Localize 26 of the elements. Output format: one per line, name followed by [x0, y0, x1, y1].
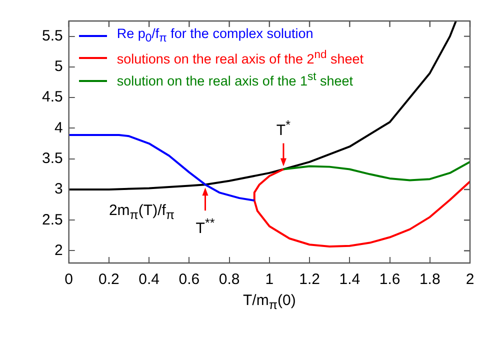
y-tick-label: 2.5	[42, 211, 63, 228]
legend-label: solution on the real axis of the 1$^{st}$ sheet	[116, 71, 354, 90]
y-tick-label: 5.5	[42, 27, 63, 44]
legend-label: solutions on the real axis of the 2$^{nd}$ sheet	[116, 49, 364, 68]
y-tick-label: 2	[54, 242, 63, 259]
x-axis-title: T/m$_{π}$(0)	[243, 292, 296, 312]
y-tick-label: 3	[54, 180, 63, 198]
x-tick-label: 1.2	[299, 271, 320, 288]
x-tick-label: 1.8	[419, 271, 440, 288]
x-tick-label: 2	[466, 271, 474, 288]
y-tick-label: 4.5	[42, 88, 63, 106]
annotation: T$^{**}$	[196, 216, 215, 237]
x-tick-label: 0.4	[138, 271, 160, 288]
x-tick-label: 1	[265, 271, 274, 288]
y-tick-label: 4	[54, 119, 63, 136]
legend-label: Re p$_{0}$/f$_{π}$ for the complex solution	[116, 26, 314, 46]
y-tick-label: 5	[54, 58, 63, 76]
x-tick-label: 0.8	[218, 271, 240, 288]
x-tick-label: 0.6	[178, 271, 200, 288]
y-tick-label: 3.5	[42, 150, 63, 167]
x-tick-label: 1.6	[379, 271, 400, 288]
x-tick-label: 0	[64, 271, 74, 288]
x-tick-label: 1.4	[339, 271, 360, 288]
annotation: T$^{*}$	[276, 118, 290, 140]
series-label: 2m$_{π}$(T)/f$_{π}$	[108, 202, 175, 222]
x-tick-label: 0.2	[98, 271, 120, 288]
